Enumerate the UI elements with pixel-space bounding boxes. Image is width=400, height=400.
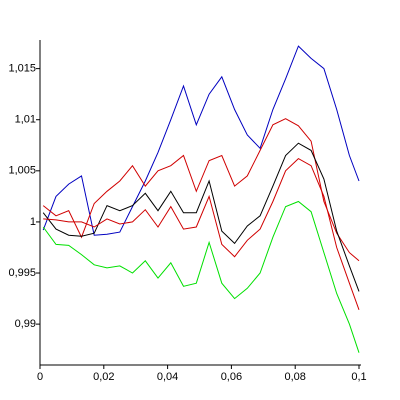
y-tick-label: 0,995 (8, 267, 36, 279)
x-tick-label: 0,08 (284, 371, 305, 383)
series-line (42, 142, 360, 292)
x-tick-label: 0,1 (351, 371, 366, 383)
series-line (43, 157, 360, 310)
x-tick-label: 0 (37, 371, 43, 383)
x-tick-label: 0,04 (157, 371, 178, 383)
y-tick-label: 1,005 (8, 165, 36, 177)
series-line (42, 200, 360, 353)
series-line (42, 118, 360, 262)
y-tick-label: 1,015 (8, 63, 36, 75)
y-tick-label: 1 (30, 216, 36, 228)
x-tick-label: 0,06 (221, 371, 242, 383)
series-line (42, 45, 360, 236)
x-tick-label: 0,02 (93, 371, 114, 383)
y-tick-label: 0,99 (15, 318, 36, 330)
y-tick-label: 1,01 (15, 114, 36, 126)
